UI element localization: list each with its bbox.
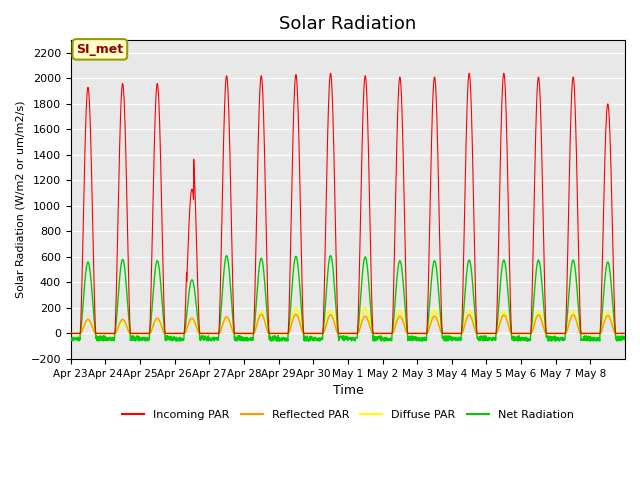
Legend: Incoming PAR, Reflected PAR, Diffuse PAR, Net Radiation: Incoming PAR, Reflected PAR, Diffuse PAR… (118, 406, 579, 425)
X-axis label: Time: Time (333, 384, 364, 397)
Title: Solar Radiation: Solar Radiation (279, 15, 417, 33)
Text: SI_met: SI_met (76, 43, 124, 56)
Y-axis label: Solar Radiation (W/m2 or um/m2/s): Solar Radiation (W/m2 or um/m2/s) (15, 101, 25, 298)
